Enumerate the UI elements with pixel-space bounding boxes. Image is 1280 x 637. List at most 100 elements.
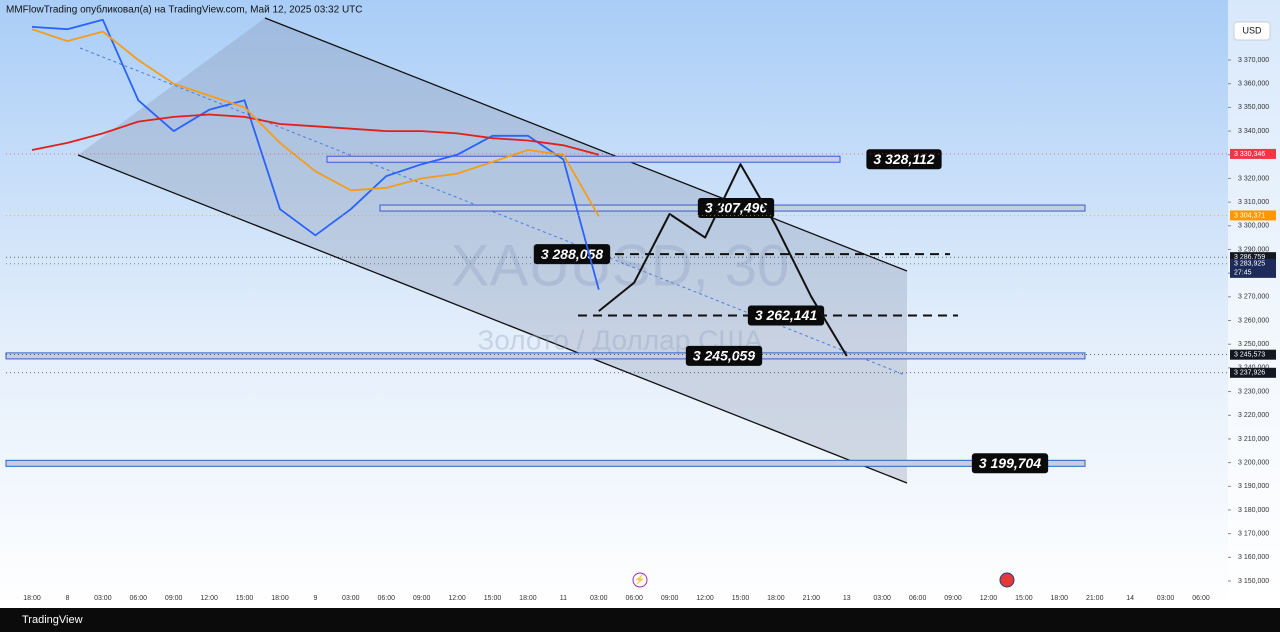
y-tick-label: 3 320,000 — [1238, 175, 1269, 182]
price-tag-label: 3 245,573 — [1234, 352, 1265, 359]
level-zone — [5, 352, 1086, 360]
countdown-bg — [1230, 267, 1276, 278]
x-tick-label: 12:00 — [980, 595, 998, 602]
x-tick-label: 15:00 — [732, 595, 750, 602]
price-tag-label: 3 286,759 — [1234, 254, 1265, 261]
level-label-bg — [971, 453, 1049, 474]
plot: 3 328,112 3 307,496 3 288,058 3 262,141 3 24… — [5, 18, 1231, 582]
x-tick-label: 11 — [560, 595, 567, 602]
x-tick-label: 06:00 — [377, 595, 395, 602]
x-tick-label: 21:00 — [1086, 595, 1104, 602]
header: MMFlowTrading опубликовал(а) на TradingV… — [6, 4, 363, 16]
x-tick-label: 09:00 — [413, 595, 431, 602]
y-tick-label: 3 350,000 — [1238, 104, 1269, 111]
event-icon[interactable] — [632, 572, 648, 588]
channel-bottom — [77, 154, 908, 484]
x-tick-label: 8 — [65, 595, 69, 602]
y-tick-label: 3 270,000 — [1238, 294, 1269, 301]
x-tick-label: 09:00 — [944, 595, 962, 602]
series-line — [31, 113, 600, 156]
y-tick-label: 3 190,000 — [1238, 483, 1269, 490]
level-label: 3 307,496 — [705, 200, 767, 216]
y-tick-label: 3 340,000 — [1238, 128, 1269, 135]
price-tag — [1230, 367, 1276, 378]
y-tick-label: 3 210,000 — [1238, 436, 1269, 443]
series-line — [31, 28, 600, 217]
event-icon-glyph: ⚡ — [634, 573, 645, 585]
x-tick-label: 03:00 — [873, 595, 891, 602]
price-tag-label: 3 304,371 — [1234, 212, 1265, 219]
y-tick-label: 3 360,000 — [1238, 81, 1269, 88]
flag-icon[interactable] — [999, 572, 1015, 588]
x-tick-label: 12:00 — [448, 595, 466, 602]
x-tick-label: 13 — [843, 595, 851, 602]
footer: TradingView — [22, 614, 83, 626]
x-tick-label: 03:00 — [342, 595, 360, 602]
series-line — [598, 163, 848, 357]
x-tick-label: 15:00 — [236, 595, 254, 602]
y-tick-label: 3 220,000 — [1238, 412, 1269, 419]
level-label: 3 288,058 — [541, 246, 603, 262]
level-label: 3 199,704 — [979, 455, 1041, 471]
level-zone — [326, 155, 841, 163]
y-tick-label: 3 180,000 — [1238, 507, 1269, 514]
y-tick-label: 3 300,000 — [1238, 223, 1269, 230]
y-tick-label: 3 310,000 — [1238, 199, 1269, 206]
x-tick-label: 03:00 — [94, 595, 112, 602]
price-tag — [1230, 258, 1276, 269]
x-tick-label: 18:00 — [767, 595, 785, 602]
channel-top — [264, 17, 908, 272]
x-tick-label: 09:00 — [661, 595, 679, 602]
x-tick-label: 06:00 — [130, 595, 148, 602]
countdown: 27:45 — [1234, 270, 1252, 277]
x-tick-label: 14 — [1126, 595, 1134, 602]
price-tag-label: 3 283,925 — [1234, 261, 1265, 268]
level-label-bg — [685, 345, 763, 366]
watermark-symbol: XAUUSD, 30 — [451, 233, 789, 298]
channel-fill — [78, 18, 907, 483]
x-tick-label: 21:00 — [803, 595, 821, 602]
x-tick-label: 12:00 — [200, 595, 218, 602]
x-tick-label: 18:00 — [271, 595, 289, 602]
y-tick-label: 3 370,000 — [1238, 57, 1269, 64]
y-tick-label: 3 150,000 — [1238, 578, 1269, 585]
level-label: 3 328,112 — [873, 151, 934, 167]
y-tick-label: 3 250,000 — [1238, 341, 1269, 348]
price-tag — [1230, 210, 1276, 221]
x-tick-label: 15:00 — [484, 595, 502, 602]
y-tick-label: 3 290,000 — [1238, 246, 1269, 253]
x-tick-label: 03:00 — [590, 595, 608, 602]
x-tick-label: 9 — [313, 595, 317, 602]
x-tick-label: 06:00 — [909, 595, 927, 602]
x-tick-label: 12:00 — [696, 595, 714, 602]
level-label-bg — [747, 305, 825, 326]
background — [0, 0, 1280, 608]
x-tick-label: 18:00 — [23, 595, 41, 602]
y-tick-label: 3 260,000 — [1238, 317, 1269, 324]
x-tick-label: 18:00 — [519, 595, 537, 602]
x-tick-label: 15:00 — [1015, 595, 1033, 602]
y-tick-label: 3 200,000 — [1238, 459, 1269, 466]
x-tick-label: 06:00 — [1192, 595, 1210, 602]
price-tag-label: 3 330,346 — [1234, 151, 1265, 158]
price-tag — [1230, 252, 1276, 263]
y-tick-label: 3 230,000 — [1238, 388, 1269, 395]
currency-button[interactable] — [1233, 21, 1271, 41]
price-tag-label: 3 237,926 — [1234, 370, 1265, 377]
level-label: 3 245,059 — [693, 348, 755, 364]
series-line — [31, 18, 600, 290]
level-zone — [5, 459, 1086, 467]
y-tick-label: 3 160,000 — [1238, 554, 1269, 561]
footer-bar — [0, 608, 1280, 632]
x-tick-label: 18:00 — [1051, 595, 1069, 602]
price-tag — [1230, 349, 1276, 360]
x-tick-label: 06:00 — [625, 595, 643, 602]
level-label: 3 262,141 — [755, 307, 817, 323]
x-tick-label: 03:00 — [1157, 595, 1175, 602]
price-tag — [1230, 148, 1276, 159]
price-scale-bg — [1228, 0, 1280, 608]
currency[interactable]: USD — [1242, 25, 1262, 35]
x-tick-label: 09:00 — [165, 595, 183, 602]
